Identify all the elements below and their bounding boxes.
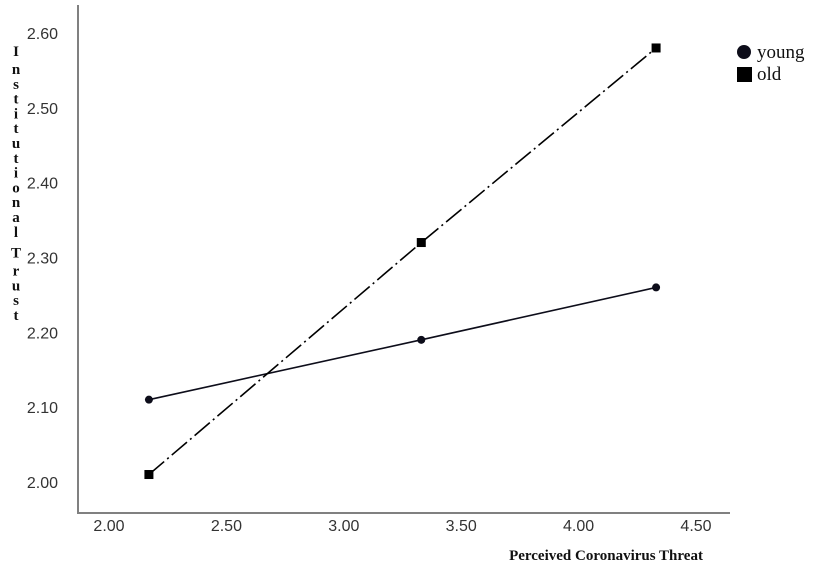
data-point-young xyxy=(417,335,426,344)
square-marker-icon xyxy=(737,67,752,82)
x-tick-label: 4.50 xyxy=(680,518,711,535)
y-title-letter: u xyxy=(12,136,20,152)
y-title-letter: t xyxy=(14,92,19,108)
data-point-old xyxy=(416,238,426,248)
y-title-letter: l xyxy=(14,225,18,241)
y-title-letter: n xyxy=(12,62,21,78)
y-tick-label: 2.50 xyxy=(27,101,58,118)
y-tick-label: 2.00 xyxy=(27,475,58,492)
x-tick-label: 3.50 xyxy=(446,518,477,535)
legend-item-old: old xyxy=(737,64,782,85)
y-title-letter: T xyxy=(11,246,21,262)
y-tick-label: 2.60 xyxy=(27,26,58,43)
x-axis-title: Perceived Coronavirus Threat xyxy=(509,548,703,564)
legend-label-old: old xyxy=(757,64,782,85)
x-tick-label: 3.00 xyxy=(328,518,359,535)
data-point-young xyxy=(144,395,153,404)
y-tick-label: 2.40 xyxy=(27,176,58,193)
y-tick-label: 2.30 xyxy=(27,251,58,268)
y-title-letter: i xyxy=(14,166,18,182)
y-title-letter: r xyxy=(13,264,20,280)
y-title-letter: o xyxy=(12,180,20,196)
data-point-young xyxy=(652,283,661,292)
y-tick-label: 2.20 xyxy=(27,325,58,342)
y-title-letter: i xyxy=(14,106,18,122)
y-title-letter: u xyxy=(12,278,20,294)
series-line-young xyxy=(148,286,657,401)
x-tick-label: 2.00 xyxy=(93,518,124,535)
legend-item-young: young xyxy=(737,42,805,63)
y-title-letter: I xyxy=(13,44,19,60)
y-title-letter: a xyxy=(12,210,20,226)
data-point-old xyxy=(144,470,154,480)
y-title-letter: s xyxy=(13,77,19,93)
x-tick-label: 4.00 xyxy=(563,518,594,535)
y-title-letter: s xyxy=(13,293,19,309)
circle-marker-icon xyxy=(737,45,751,59)
series-line-old xyxy=(148,47,657,476)
x-axis-ticks: 2.00 2.50 3.00 3.50 4.00 4.50 xyxy=(93,518,711,535)
plot-series xyxy=(144,43,661,480)
legend: young old xyxy=(737,42,805,85)
y-title-letter: t xyxy=(14,121,19,137)
y-title-letter: n xyxy=(12,195,21,211)
x-tick-label: 2.50 xyxy=(211,518,242,535)
y-axis-ticks: 2.00 2.10 2.20 2.30 2.40 2.50 2.60 xyxy=(27,26,58,492)
data-point-old xyxy=(651,43,661,53)
y-tick-label: 2.10 xyxy=(27,400,58,417)
legend-label-young: young xyxy=(757,42,805,63)
y-title-letter: t xyxy=(14,151,19,167)
y-title-letter: t xyxy=(14,308,19,324)
